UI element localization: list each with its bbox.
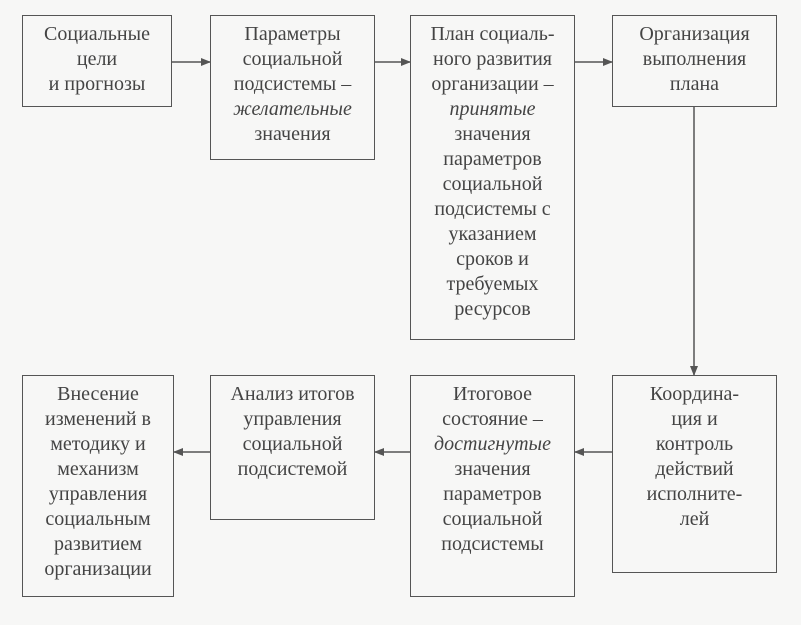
- node-label: Координа-ция иконтрольдействийисполните-…: [617, 382, 772, 532]
- node-n2: Параметрысоциальнойподсистемы –желательн…: [210, 15, 375, 160]
- node-n5: Координа-ция иконтрольдействийисполните-…: [612, 375, 777, 573]
- node-label: Анализ итоговуправлениясоциальнойподсист…: [215, 382, 370, 482]
- node-label: Социальныецелии прогнозы: [27, 22, 167, 97]
- node-n6: Итоговоесостояние –достигнутыезначенияпа…: [410, 375, 575, 597]
- node-n4: Организациявыполненияплана: [612, 15, 777, 107]
- node-label: Параметрысоциальнойподсистемы –желательн…: [215, 22, 370, 147]
- flowchart-canvas: Социальныецелии прогнозы Параметрысоциаль…: [0, 0, 801, 625]
- node-n1: Социальныецелии прогнозы: [22, 15, 172, 107]
- node-label: Итоговоесостояние –достигнутыезначенияпа…: [415, 382, 570, 557]
- node-n8: Внесениеизменений вметодику имеханизмупр…: [22, 375, 174, 597]
- node-label: Организациявыполненияплана: [617, 22, 772, 97]
- node-label: План социаль-ного развитияорганизации –п…: [415, 22, 570, 322]
- node-n3: План социаль-ного развитияорганизации –п…: [410, 15, 575, 340]
- node-n7: Анализ итоговуправлениясоциальнойподсист…: [210, 375, 375, 520]
- node-label: Внесениеизменений вметодику имеханизмупр…: [27, 382, 169, 582]
